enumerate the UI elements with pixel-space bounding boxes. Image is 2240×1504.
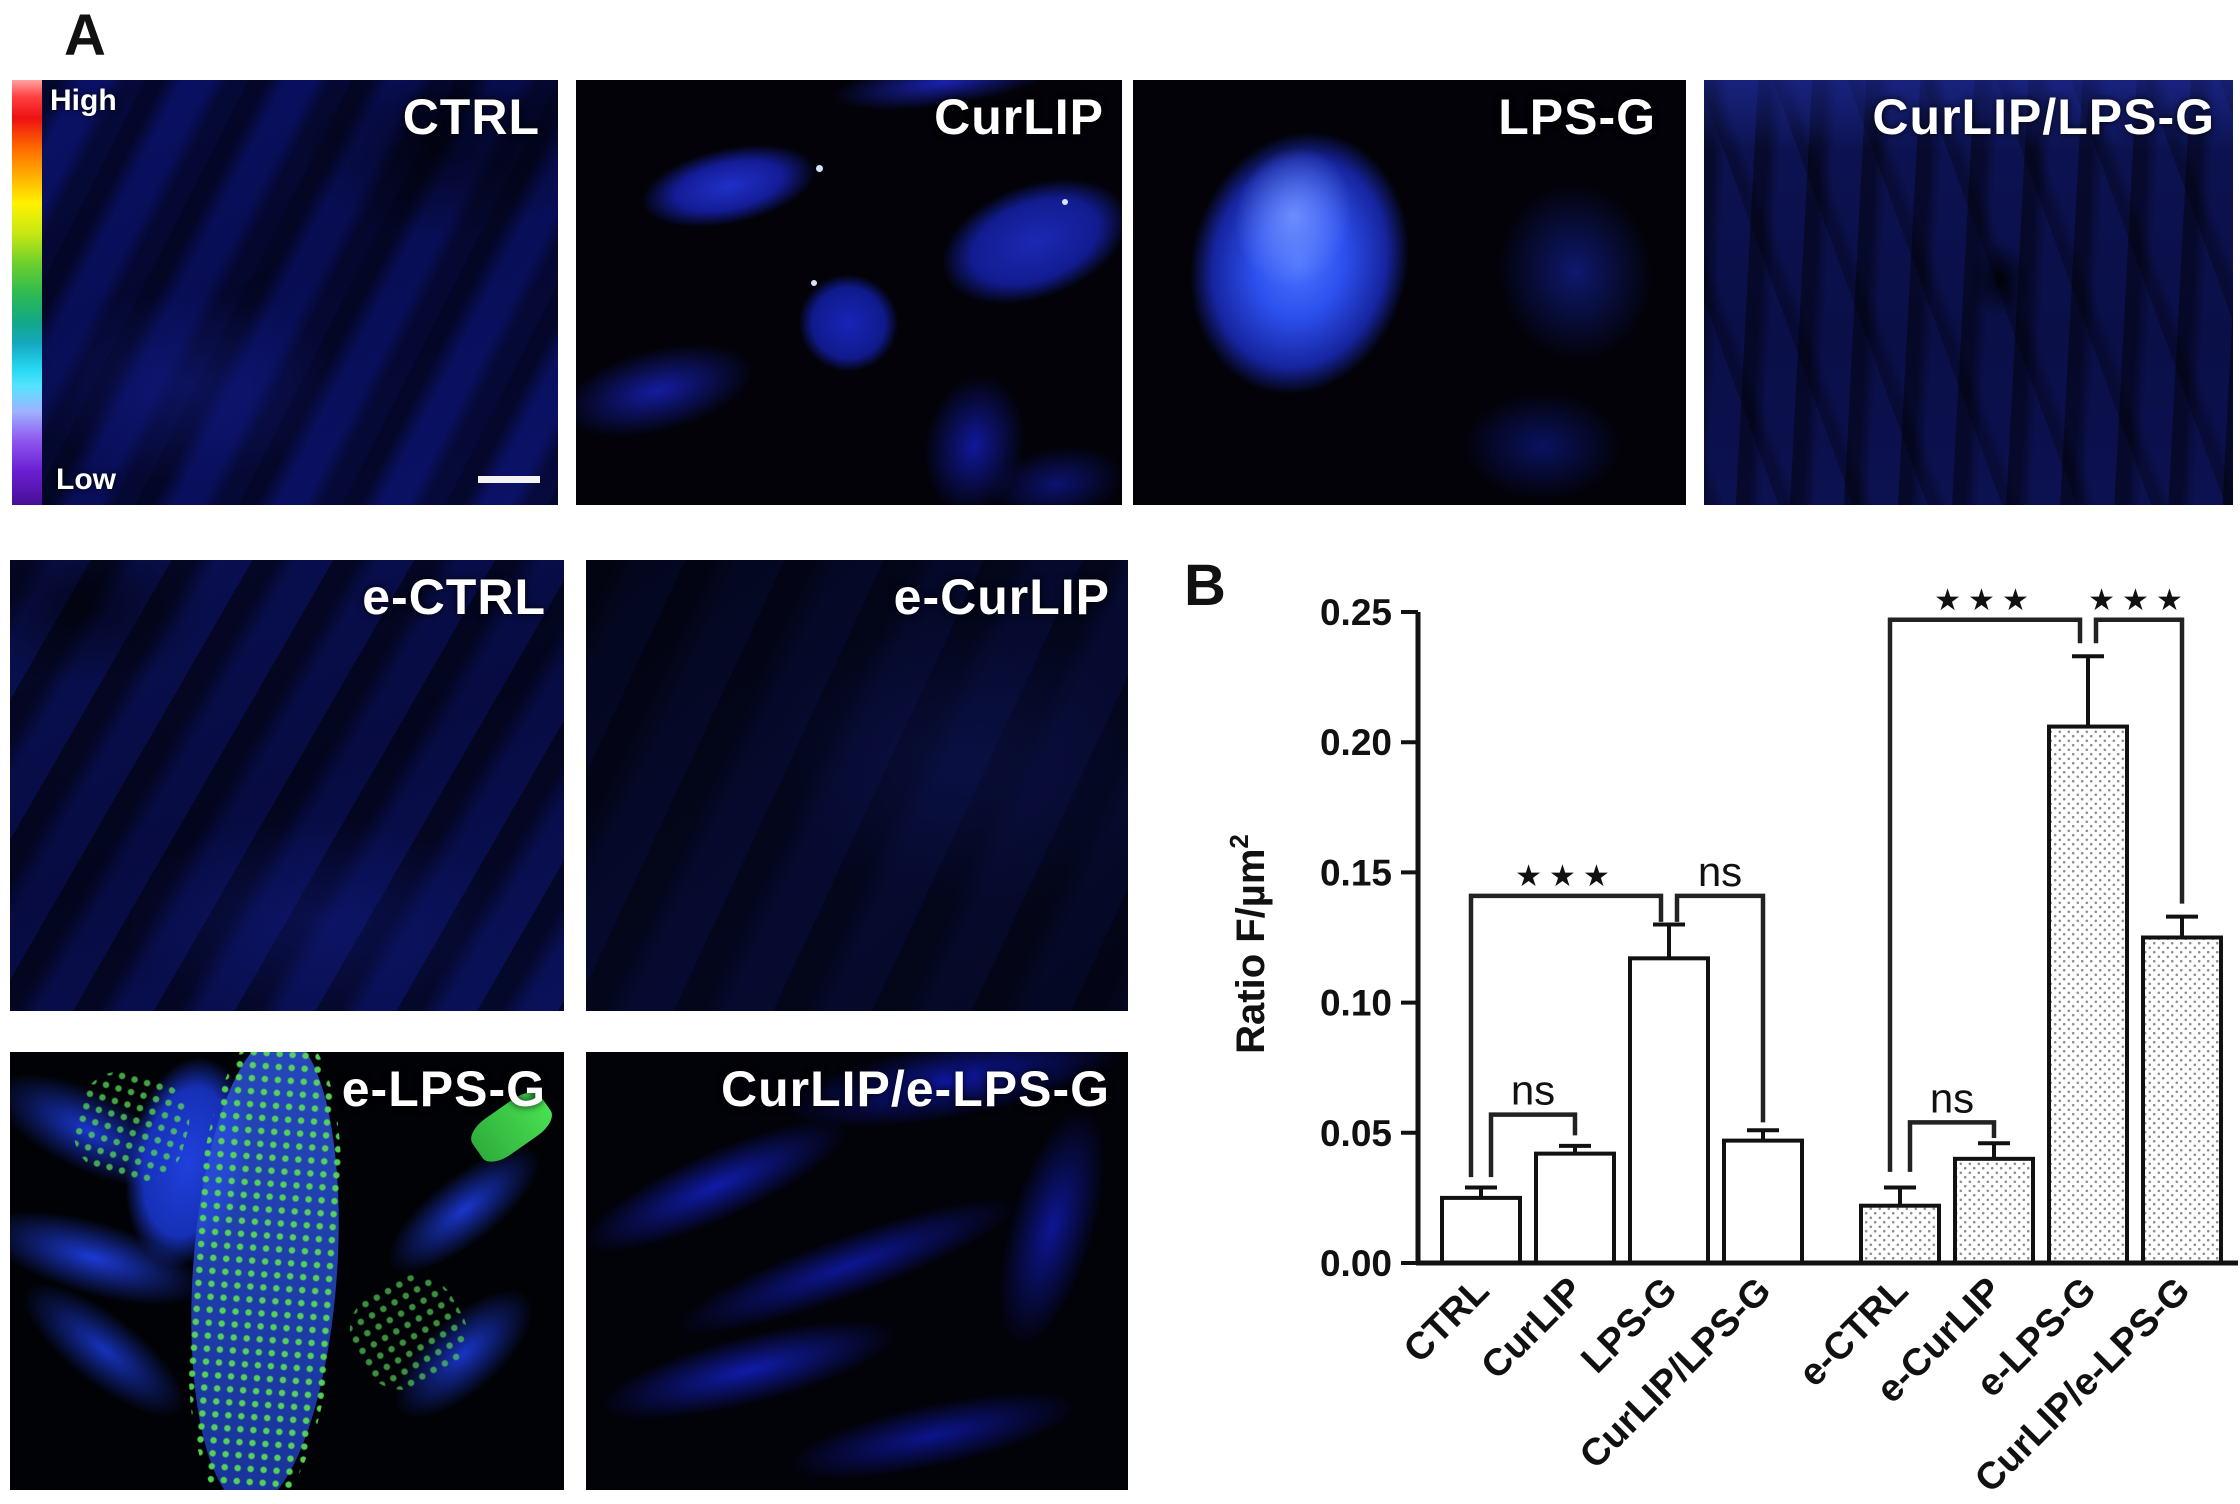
micro-panel-lps-g: LPS-G xyxy=(1133,80,1686,505)
cell-blob xyxy=(576,304,799,476)
colorbar-low-label: Low xyxy=(56,463,116,496)
bar-CTRL xyxy=(1440,1195,1522,1266)
bar-e-LPS-G xyxy=(2047,724,2129,1266)
sig-bracket xyxy=(1887,617,2083,1172)
y-tick-label: 0.05 xyxy=(1320,1113,1392,1154)
bar-CurLIP xyxy=(1534,1151,1616,1266)
sig-label-ns: ns xyxy=(1698,848,1742,895)
intensity-colorbar xyxy=(12,80,42,505)
y-tick-label: 0.10 xyxy=(1320,983,1392,1024)
panel-label: e-LPS-G xyxy=(341,1061,546,1117)
y-axis-title: Ratio F/µm2 xyxy=(1224,834,1273,1054)
panel-label: e-CTRL xyxy=(362,569,546,625)
sig-label-ns: ns xyxy=(1930,1074,1974,1121)
micro-panel-e-ctrl: e-CTRL xyxy=(10,560,564,1011)
sig-bracket xyxy=(1674,893,1766,1123)
sig-label-stars: ★★★ xyxy=(1934,584,2036,617)
x-tick-label-CurLIP: CurLIP xyxy=(1474,1270,1592,1388)
panel-label: CurLIP/LPS-G xyxy=(1872,89,2215,145)
cell-blob xyxy=(1460,143,1686,399)
bar-e-CurLIP xyxy=(1953,1156,2035,1266)
cell-blob xyxy=(600,111,857,262)
micro-panel-curlip-e-lps-g: CurLIP/e-LPS-G xyxy=(586,1052,1128,1490)
panel-label: CTRL xyxy=(402,89,540,145)
micro-panel-curlip: CurLIP xyxy=(576,80,1122,505)
y-tick-label: 0.25 xyxy=(1320,592,1392,633)
panel-a-letter: A xyxy=(64,3,106,68)
bright-speck xyxy=(810,279,817,286)
cell-blob xyxy=(1442,377,1642,505)
colorbar-high-label: High xyxy=(50,84,117,117)
panel-label: CurLIP/e-LPS-G xyxy=(720,1061,1110,1117)
bar-LPS-G xyxy=(1628,956,1710,1265)
panel-label: CurLIP xyxy=(934,89,1104,145)
sig-bracket xyxy=(1907,1120,1997,1172)
bright-speck xyxy=(816,165,824,172)
y-tick-label: 0.00 xyxy=(1320,1243,1392,1284)
cell-blob xyxy=(775,250,923,395)
micro-panel-ctrl: High Low CTRL xyxy=(42,80,558,505)
micro-panel-e-curlip: e-CurLIP xyxy=(586,560,1128,1011)
bar-chart: text{font-family:"Liberation Sans",sans-… xyxy=(1224,584,2238,1501)
cell-blob xyxy=(885,124,1122,359)
sig-bracket xyxy=(2093,617,2185,904)
sig-label-ns: ns xyxy=(1511,1067,1555,1114)
bar-e-CTRL xyxy=(1859,1203,1941,1265)
panel-label: LPS-G xyxy=(1498,89,1656,145)
y-tick-label: 0.15 xyxy=(1320,852,1392,893)
sig-bracket xyxy=(1488,1112,1578,1178)
micro-panel-curlip-lps-g: CurLIP/LPS-G xyxy=(1704,80,2233,505)
bright-speck xyxy=(1061,199,1068,205)
micro-panel-e-lps-g: e-LPS-G xyxy=(10,1052,564,1490)
panel-b-letter: B xyxy=(1184,553,1226,618)
sig-label-stars: ★★★ xyxy=(1515,860,1617,893)
panel-label: e-CurLIP xyxy=(893,569,1110,625)
sig-bracket xyxy=(1468,893,1664,1178)
sig-label-stars: ★★★ xyxy=(2088,584,2190,617)
scale-bar xyxy=(478,476,540,483)
y-tick-label: 0.20 xyxy=(1320,722,1392,763)
bar-CurLIP/LPS-G xyxy=(1722,1138,1804,1265)
bar-CurLIP/e-LPS-G xyxy=(2141,935,2223,1265)
